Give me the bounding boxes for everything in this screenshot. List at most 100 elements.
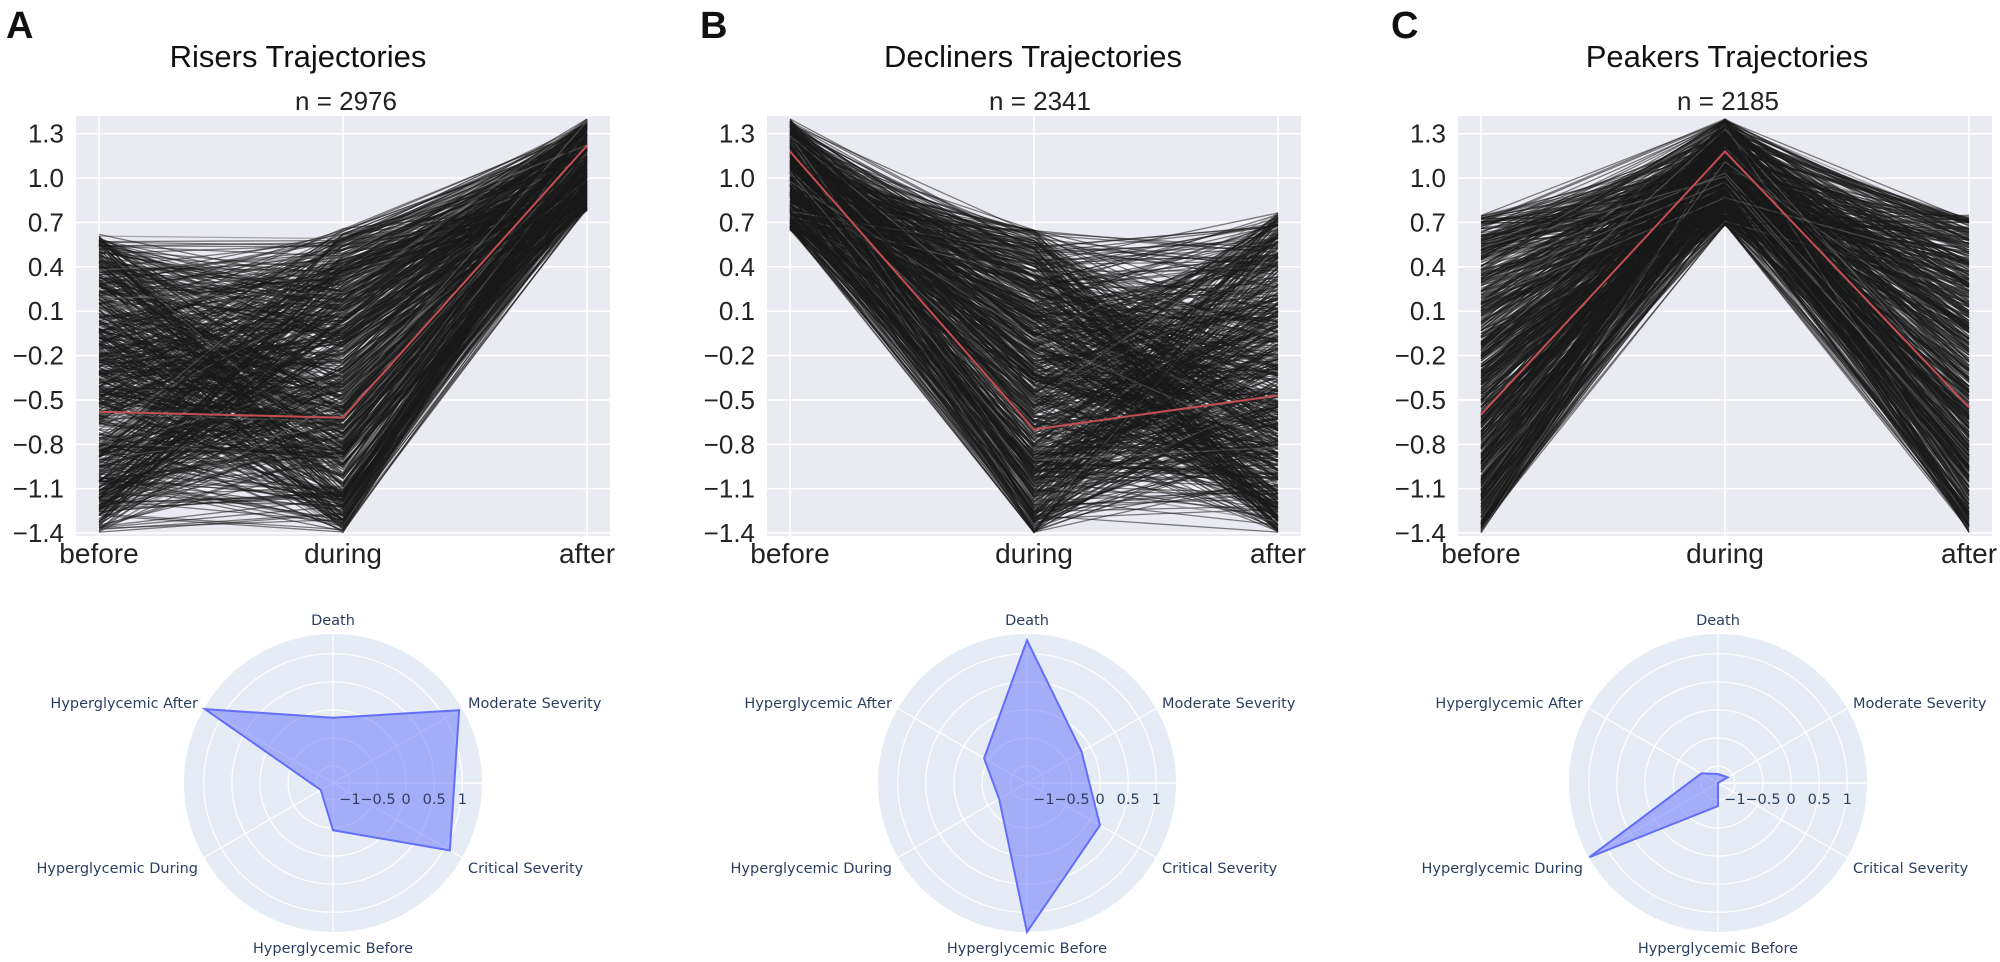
trajectory-line: [789, 222, 1279, 504]
trajectory-line: [98, 149, 588, 248]
radial-tick-label: 0: [1095, 792, 1104, 808]
trajectory-line: [789, 134, 1279, 457]
trajectory-line: [789, 192, 1279, 520]
trajectory-line: [789, 176, 1279, 523]
radar-axis-label: Death: [1696, 613, 1740, 629]
radar-axis-label: Hyperglycemic After: [1435, 696, 1583, 712]
radial-tick-label: −0.5: [1745, 792, 1780, 808]
trajectory-line: [1480, 123, 1970, 305]
x-tick-label: before: [59, 538, 138, 569]
trajectory-line: [789, 205, 1279, 520]
trajectory-line: [98, 147, 588, 347]
x-tick-label: during: [304, 538, 382, 569]
trajectory-line: [789, 185, 1279, 533]
radial-tick-label: 0: [401, 792, 410, 808]
trajectory-line: [1480, 125, 1970, 490]
trajectory-line: [98, 122, 588, 527]
radial-tick-label: 0.5: [1808, 792, 1831, 808]
y-tick-label: −0.5: [704, 385, 755, 415]
y-tick-label: −1.1: [704, 474, 755, 504]
radar-axis-label: Hyperglycemic Before: [947, 941, 1107, 957]
trajectory-line: [789, 179, 1279, 324]
trajectory-line: [98, 149, 588, 498]
chart-subtitle: n = 2976: [295, 86, 397, 116]
y-tick-label: −0.2: [13, 341, 64, 371]
trajectory-line: [789, 167, 1279, 533]
trajectory-line: [789, 225, 1279, 441]
y-tick-label: 0.7: [1410, 207, 1446, 237]
radial-tick-label: 0: [1786, 792, 1795, 808]
trajectory-line: [1480, 172, 1970, 438]
x-tick-label: after: [1250, 538, 1306, 569]
x-tick-label: after: [559, 538, 615, 569]
trajectory-line: [98, 166, 588, 439]
risers-panel: A Risers Trajectories n = 2976 1.3 1.0 0.7…: [6, 5, 615, 569]
y-tick-label: 1.3: [28, 119, 64, 149]
radar-axis-label: Hyperglycemic Before: [1638, 941, 1798, 957]
y-tick-label: −0.8: [1395, 429, 1446, 459]
angular-gridline: [1588, 707, 1719, 784]
trajectory-line: [789, 130, 1279, 284]
panel-letter: C: [1391, 5, 1418, 47]
trajectory-line: [98, 179, 588, 282]
trajectory-line: [98, 191, 588, 367]
trajectory-line: [98, 147, 588, 464]
trajectory-line: [789, 208, 1279, 527]
radar-area: [201, 707, 461, 852]
chart-title: Peakers Trajectories: [1586, 39, 1869, 74]
y-tick-label: −0.8: [704, 429, 755, 459]
radar-axis-label: Hyperglycemic After: [50, 696, 198, 712]
radar-axis-label: Critical Severity: [468, 861, 584, 877]
trajectory-line: [1480, 214, 1970, 437]
radar-axis-label: Moderate Severity: [468, 696, 602, 712]
trajectory-line: [789, 170, 1279, 507]
radar-axis-label: Moderate Severity: [1162, 696, 1296, 712]
trajectory-line: [98, 186, 588, 368]
radial-tick-label: −0.5: [360, 792, 395, 808]
trajectory-line: [789, 188, 1279, 526]
trajectory-line: [789, 170, 1279, 531]
trajectory-line: [98, 138, 588, 406]
y-tick-label: 1.0: [28, 163, 64, 193]
mean-trajectory-line: [789, 150, 1279, 431]
trajectory-line: [789, 225, 1279, 384]
radial-tick-label: 1: [1152, 792, 1161, 808]
trajectory-line: [789, 153, 1279, 490]
y-tick-label: 1.0: [719, 163, 755, 193]
trajectory-line: [98, 122, 588, 297]
trajectory-line: [1480, 156, 1970, 360]
panel-letter: B: [700, 5, 727, 47]
y-tick-label: −0.8: [13, 429, 64, 459]
y-tick-label: 0.4: [1410, 252, 1446, 282]
y-tick-label: −1.4: [1395, 518, 1446, 548]
y-tick-label: −0.2: [1395, 341, 1446, 371]
x-tick-label: after: [1941, 538, 1997, 569]
trajectory-line: [1480, 160, 1970, 489]
trajectory-line: [1480, 133, 1970, 501]
trajectory-line: [98, 200, 588, 451]
trajectory-line: [789, 228, 1279, 464]
decliners-panel: B Decliners Trajectories n = 2341 1.3 1.0…: [700, 5, 1306, 569]
trajectory-line: [98, 206, 588, 426]
trajectory-line: [98, 148, 588, 499]
trajectory-line: [98, 207, 588, 338]
trajectory-line: [1480, 157, 1970, 417]
radar-axis-label: Hyperglycemic After: [744, 696, 892, 712]
trajectory-line: [789, 217, 1279, 519]
x-tick-label: during: [1686, 538, 1764, 569]
trajectory-line: [1480, 221, 1970, 498]
radial-tick-label: −0.5: [1054, 792, 1089, 808]
trajectory-line: [98, 193, 588, 390]
radar-axis-label: Death: [311, 613, 355, 629]
trajectory-line: [789, 120, 1279, 396]
radial-tick-label: 0.5: [1117, 792, 1140, 808]
y-tick-label: −1.4: [704, 518, 755, 548]
trajectory-line: [789, 220, 1279, 534]
trajectory-line: [789, 191, 1279, 471]
trajectory-line: [98, 155, 588, 522]
trajectory-line: [789, 144, 1279, 419]
trajectory-line: [789, 228, 1279, 513]
trajectory-line: [1480, 132, 1970, 247]
trajectory-line: [98, 151, 588, 423]
